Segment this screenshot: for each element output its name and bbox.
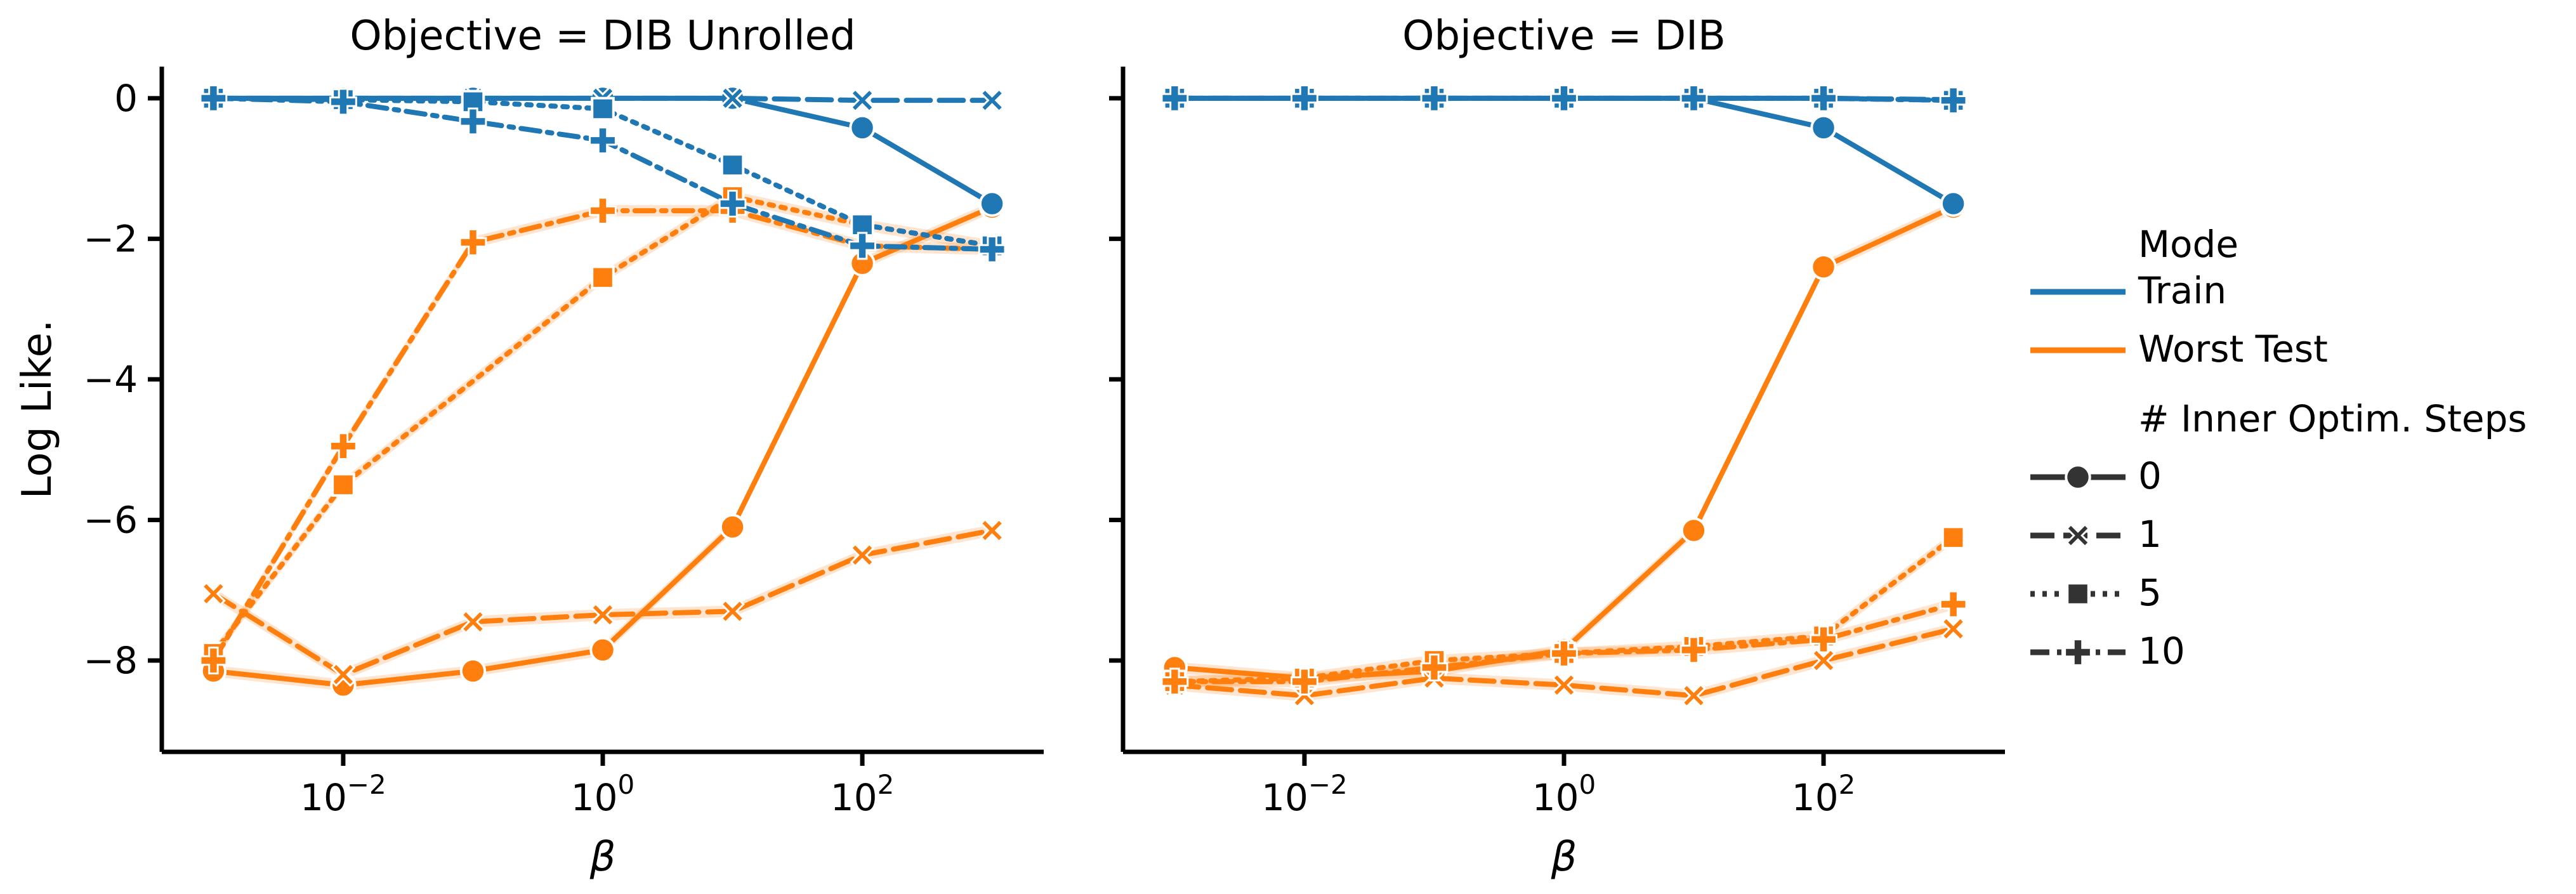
legend-marker-steps-5 xyxy=(2066,582,2090,606)
x-tick-label: 10−2 xyxy=(1261,769,1348,819)
data-point xyxy=(1941,525,1966,549)
legend-title-steps: # Inner Optim. Steps xyxy=(2138,397,2527,440)
data-point xyxy=(590,602,615,628)
data-point xyxy=(1160,667,1189,696)
data-point xyxy=(1550,84,1578,112)
data-point xyxy=(1681,683,1706,708)
y-axis-label: Log Like. xyxy=(14,320,61,499)
data-point xyxy=(1420,84,1449,112)
series-worst-test-steps-1 xyxy=(200,518,1005,687)
data-point xyxy=(720,599,745,624)
series-train-steps-10 xyxy=(199,84,1006,263)
data-point xyxy=(199,647,228,674)
x-tick-label: 10−2 xyxy=(300,769,386,819)
x-tick-label: 100 xyxy=(571,769,635,819)
data-point xyxy=(591,96,615,121)
data-point xyxy=(1680,517,1707,544)
data-point xyxy=(1550,640,1578,667)
data-point xyxy=(1940,190,1967,217)
data-point xyxy=(1551,673,1577,698)
panel-title: Objective = DIB Unrolled xyxy=(350,13,855,60)
y-tick-label: −4 xyxy=(84,358,138,401)
legend-marker-steps-1 xyxy=(2065,523,2091,548)
data-point xyxy=(719,513,746,541)
data-point xyxy=(848,232,876,260)
confidence-band xyxy=(213,190,992,659)
data-point xyxy=(329,432,357,461)
data-point xyxy=(1160,84,1189,112)
data-point xyxy=(329,88,357,116)
legend-label-steps-0: 0 xyxy=(2138,454,2162,497)
confidence-band xyxy=(213,525,992,681)
legend-label-steps-10: 10 xyxy=(2138,629,2185,673)
series-line xyxy=(1172,204,1956,681)
legend-marker-steps-0 xyxy=(2065,464,2091,490)
y-tick-label: −6 xyxy=(84,498,138,541)
legend-marker-steps-10 xyxy=(2064,638,2092,666)
confidence-band xyxy=(213,205,992,667)
series-worst-test-steps-0 xyxy=(200,194,1006,699)
x-tick-label: 102 xyxy=(1792,769,1856,819)
legend-label-steps-5: 5 xyxy=(2138,571,2162,614)
legend-label-steps-1: 1 xyxy=(2138,513,2162,556)
series-train-steps-10 xyxy=(1160,84,1968,115)
data-point xyxy=(1810,84,1837,112)
y-tick-label: −2 xyxy=(84,217,138,260)
data-point xyxy=(591,265,615,290)
data-point xyxy=(850,542,875,568)
data-point xyxy=(720,86,745,111)
legend-title-mode: Mode xyxy=(2138,223,2238,266)
x-tick-label: 102 xyxy=(831,769,895,819)
x-axis-label: β xyxy=(1551,834,1577,881)
data-point xyxy=(1679,636,1708,664)
data-point xyxy=(1810,625,1837,654)
chart-panel-dib: Objective = DIB 10−2 100 102 β xyxy=(1109,13,2005,881)
data-point xyxy=(459,657,487,685)
legend-label-train: Train xyxy=(2138,269,2226,312)
chart-panel-dib-unrolled: Objective = DIB Unrolled 0 −2 −4 −6 −8 10−2 100… xyxy=(14,13,1044,881)
data-point xyxy=(331,662,356,687)
series-worst-test-steps-5 xyxy=(1162,525,1966,694)
legend-label-worst-test: Worst Test xyxy=(2138,327,2328,371)
data-point xyxy=(1811,648,1836,673)
data-point xyxy=(331,473,355,497)
data-point xyxy=(1291,84,1318,112)
data-point xyxy=(589,197,617,225)
series-worst-test-steps-10 xyxy=(1160,590,1968,696)
data-point xyxy=(589,126,617,155)
data-point xyxy=(980,88,1005,113)
confidence-band xyxy=(1174,201,1954,684)
y-tick-label: −8 xyxy=(84,639,138,682)
confidence-band xyxy=(1174,623,1954,702)
data-point xyxy=(850,88,875,113)
data-point xyxy=(1941,616,1966,641)
x-axis-label: β xyxy=(589,834,616,881)
data-point xyxy=(1420,654,1449,681)
data-point xyxy=(1939,590,1968,619)
data-point xyxy=(461,609,485,634)
series-line xyxy=(211,194,995,656)
data-point xyxy=(459,228,487,256)
data-point xyxy=(200,581,226,607)
data-point xyxy=(1291,667,1318,696)
data-point xyxy=(1679,84,1708,112)
y-tick-label: 0 xyxy=(114,77,138,120)
data-point xyxy=(459,107,487,136)
data-point xyxy=(978,235,1006,263)
data-point xyxy=(1939,86,1968,115)
data-point xyxy=(978,190,1006,217)
data-point xyxy=(589,636,616,664)
data-point xyxy=(720,153,745,177)
data-point xyxy=(1810,114,1837,141)
data-point xyxy=(980,518,1005,543)
panel-title: Objective = DIB xyxy=(1402,13,1726,60)
data-point xyxy=(199,84,228,112)
data-point xyxy=(1810,253,1837,280)
data-point xyxy=(718,190,747,218)
data-point xyxy=(849,114,876,141)
x-tick-label: 100 xyxy=(1532,769,1596,819)
series-line xyxy=(1172,95,1956,206)
